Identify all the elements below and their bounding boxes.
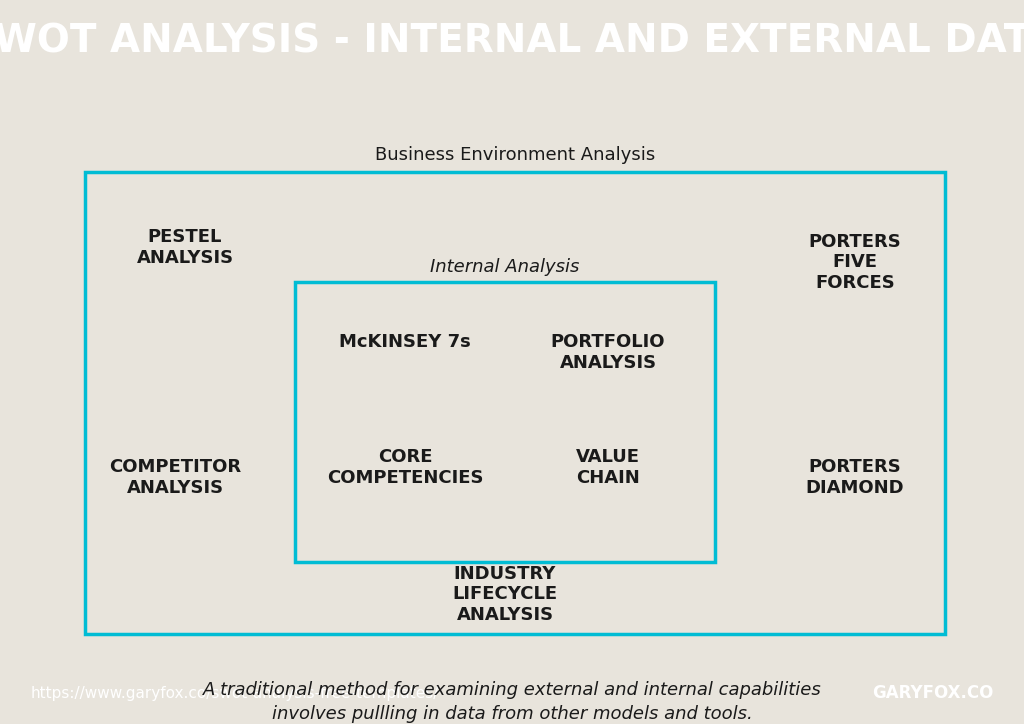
Text: SWOT ANALYSIS - INTERNAL AND EXTERNAL DATA: SWOT ANALYSIS - INTERNAL AND EXTERNAL DA… — [0, 22, 1024, 61]
Text: INDUSTRY
LIFECYCLE
ANALYSIS: INDUSTRY LIFECYCLE ANALYSIS — [453, 565, 557, 624]
Bar — [85, 172, 945, 634]
Text: https://www.garyfox.co/swot-analysis-free-templates/: https://www.garyfox.co/swot-analysis-fre… — [31, 686, 439, 701]
Text: CORE
COMPETENCIES: CORE COMPETENCIES — [327, 448, 483, 487]
Text: PESTEL
ANALYSIS: PESTEL ANALYSIS — [136, 228, 233, 267]
Text: COMPETITOR
ANALYSIS: COMPETITOR ANALYSIS — [109, 458, 241, 497]
Text: Internal Analysis: Internal Analysis — [430, 258, 580, 277]
Text: PORTERS
DIAMOND: PORTERS DIAMOND — [806, 458, 904, 497]
Text: involves pullling in data from other models and tools.: involves pullling in data from other mod… — [271, 705, 753, 723]
Text: A traditional method for examining external and internal capabilities: A traditional method for examining exter… — [203, 681, 821, 699]
Text: VALUE
CHAIN: VALUE CHAIN — [575, 448, 640, 487]
Text: PORTERS
FIVE
FORCES: PORTERS FIVE FORCES — [809, 232, 901, 292]
Text: GARYFOX.CO: GARYFOX.CO — [871, 684, 993, 702]
Text: McKINSEY 7s: McKINSEY 7s — [339, 334, 471, 351]
Bar — [295, 282, 715, 563]
Text: Business Environment Analysis: Business Environment Analysis — [375, 146, 655, 164]
Text: PORTFOLIO
ANALYSIS: PORTFOLIO ANALYSIS — [551, 333, 666, 372]
